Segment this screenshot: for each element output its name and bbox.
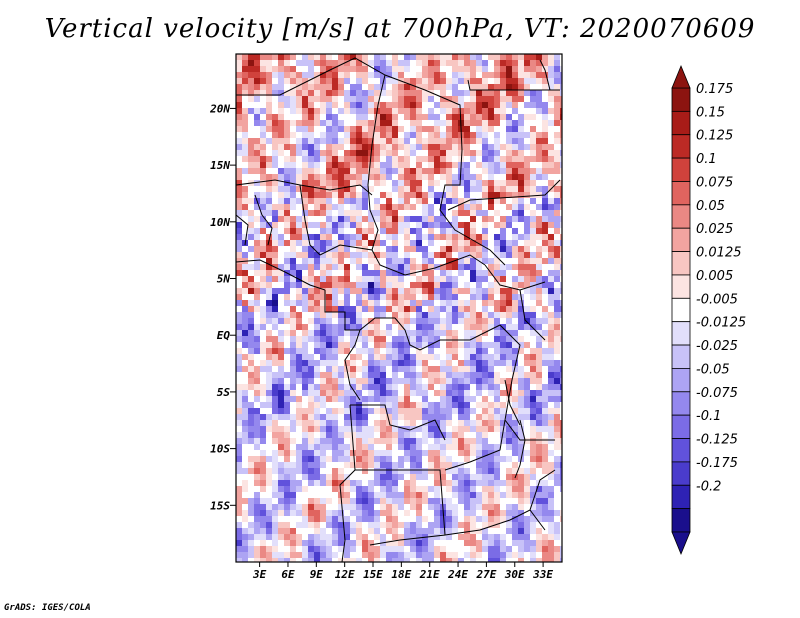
x-tick-label: 30E bbox=[504, 568, 525, 581]
y-tick-label: EQ bbox=[217, 329, 231, 342]
colorbar-label: 0.1 bbox=[696, 152, 717, 167]
colorbar-swatch bbox=[671, 321, 691, 346]
colorbar-label: 0.025 bbox=[696, 222, 733, 237]
country-borders bbox=[236, 57, 561, 562]
x-tick-label: 33E bbox=[532, 568, 553, 581]
colorbar-label: 0.075 bbox=[696, 175, 733, 190]
colorbar-label: -0.125 bbox=[696, 433, 738, 448]
colorbar-label: -0.025 bbox=[696, 339, 738, 354]
colorbar-label: 0.15 bbox=[696, 105, 725, 120]
x-tick-label: 18E bbox=[391, 568, 411, 581]
colorbar-swatch bbox=[671, 87, 691, 112]
y-tick-label: 20N bbox=[209, 102, 230, 115]
colorbar-swatch bbox=[671, 391, 691, 416]
colorbar-label: -0.1 bbox=[696, 409, 721, 424]
colorbar-max-arrow bbox=[671, 64, 691, 89]
x-tick-label: 27E bbox=[475, 568, 496, 581]
y-tick-label: 15S bbox=[210, 499, 230, 512]
y-tick-label: 15N bbox=[210, 159, 230, 172]
colorbar-label: -0.175 bbox=[696, 456, 738, 471]
colorbar-swatch bbox=[671, 297, 691, 323]
colorbar-swatch bbox=[671, 181, 691, 206]
colorbar-swatch bbox=[671, 157, 691, 182]
y-tick-label: 10S bbox=[210, 443, 230, 456]
colorbar-label: -0.05 bbox=[696, 362, 730, 377]
colorbar-swatch bbox=[671, 484, 691, 510]
colorbar-swatch bbox=[671, 251, 691, 276]
colorbar-label: 0.175 bbox=[696, 82, 733, 97]
colorbar-swatch bbox=[671, 344, 691, 369]
x-tick-label: 9E bbox=[310, 568, 324, 581]
y-tick-label: 5S bbox=[217, 386, 231, 399]
colorbar-swatch bbox=[671, 134, 691, 159]
x-tick-label: 15E bbox=[363, 568, 383, 581]
y-tick-label: 5N bbox=[217, 273, 231, 286]
colorbar-label: -0.005 bbox=[696, 292, 738, 307]
x-tick-label: 24E bbox=[447, 568, 468, 581]
velocity-field bbox=[236, 54, 562, 562]
colorbar-swatch bbox=[671, 508, 691, 533]
x-tick-label: 12E bbox=[335, 568, 355, 581]
y-tick-label: 10N bbox=[210, 216, 230, 229]
x-tick-label: 6E bbox=[281, 568, 295, 581]
colorbar-swatch bbox=[671, 110, 691, 136]
colorbar-swatch bbox=[671, 274, 691, 299]
x-tick-label: 3E bbox=[252, 568, 267, 581]
colorbar-label: -0.2 bbox=[696, 479, 721, 494]
colorbar-swatch bbox=[671, 227, 691, 252]
colorbar-min-arrow bbox=[671, 531, 691, 556]
colorbar-label: 0.0125 bbox=[696, 246, 742, 261]
colorbar-swatch bbox=[671, 438, 691, 463]
colorbar-label: 0.05 bbox=[696, 199, 725, 214]
x-tick-label: 21E bbox=[419, 568, 440, 581]
x-axis: 3E 6E 9E 12E 15E 18E 21E 24E 27E 30E 33E bbox=[252, 562, 553, 581]
y-axis: 20N 15N 10N 5N EQ 5S 10S 15S bbox=[209, 102, 236, 512]
colorbar-swatch bbox=[671, 368, 691, 393]
colorbar-swatch bbox=[671, 204, 691, 229]
colorbar-label: -0.075 bbox=[696, 386, 738, 401]
colorbar-label: 0.005 bbox=[696, 269, 733, 284]
colorbar-label: 0.125 bbox=[696, 129, 733, 144]
grads-credit: GrADS: IGES/COLA bbox=[4, 603, 91, 613]
colorbar-swatch bbox=[671, 414, 691, 439]
colorbar-swatch bbox=[671, 461, 691, 486]
chart-title: Vertical velocity [m/s] at 700hPa, VT: 2… bbox=[44, 14, 756, 44]
plot-frame bbox=[235, 53, 563, 563]
colorbar-label: -0.0125 bbox=[696, 316, 746, 331]
